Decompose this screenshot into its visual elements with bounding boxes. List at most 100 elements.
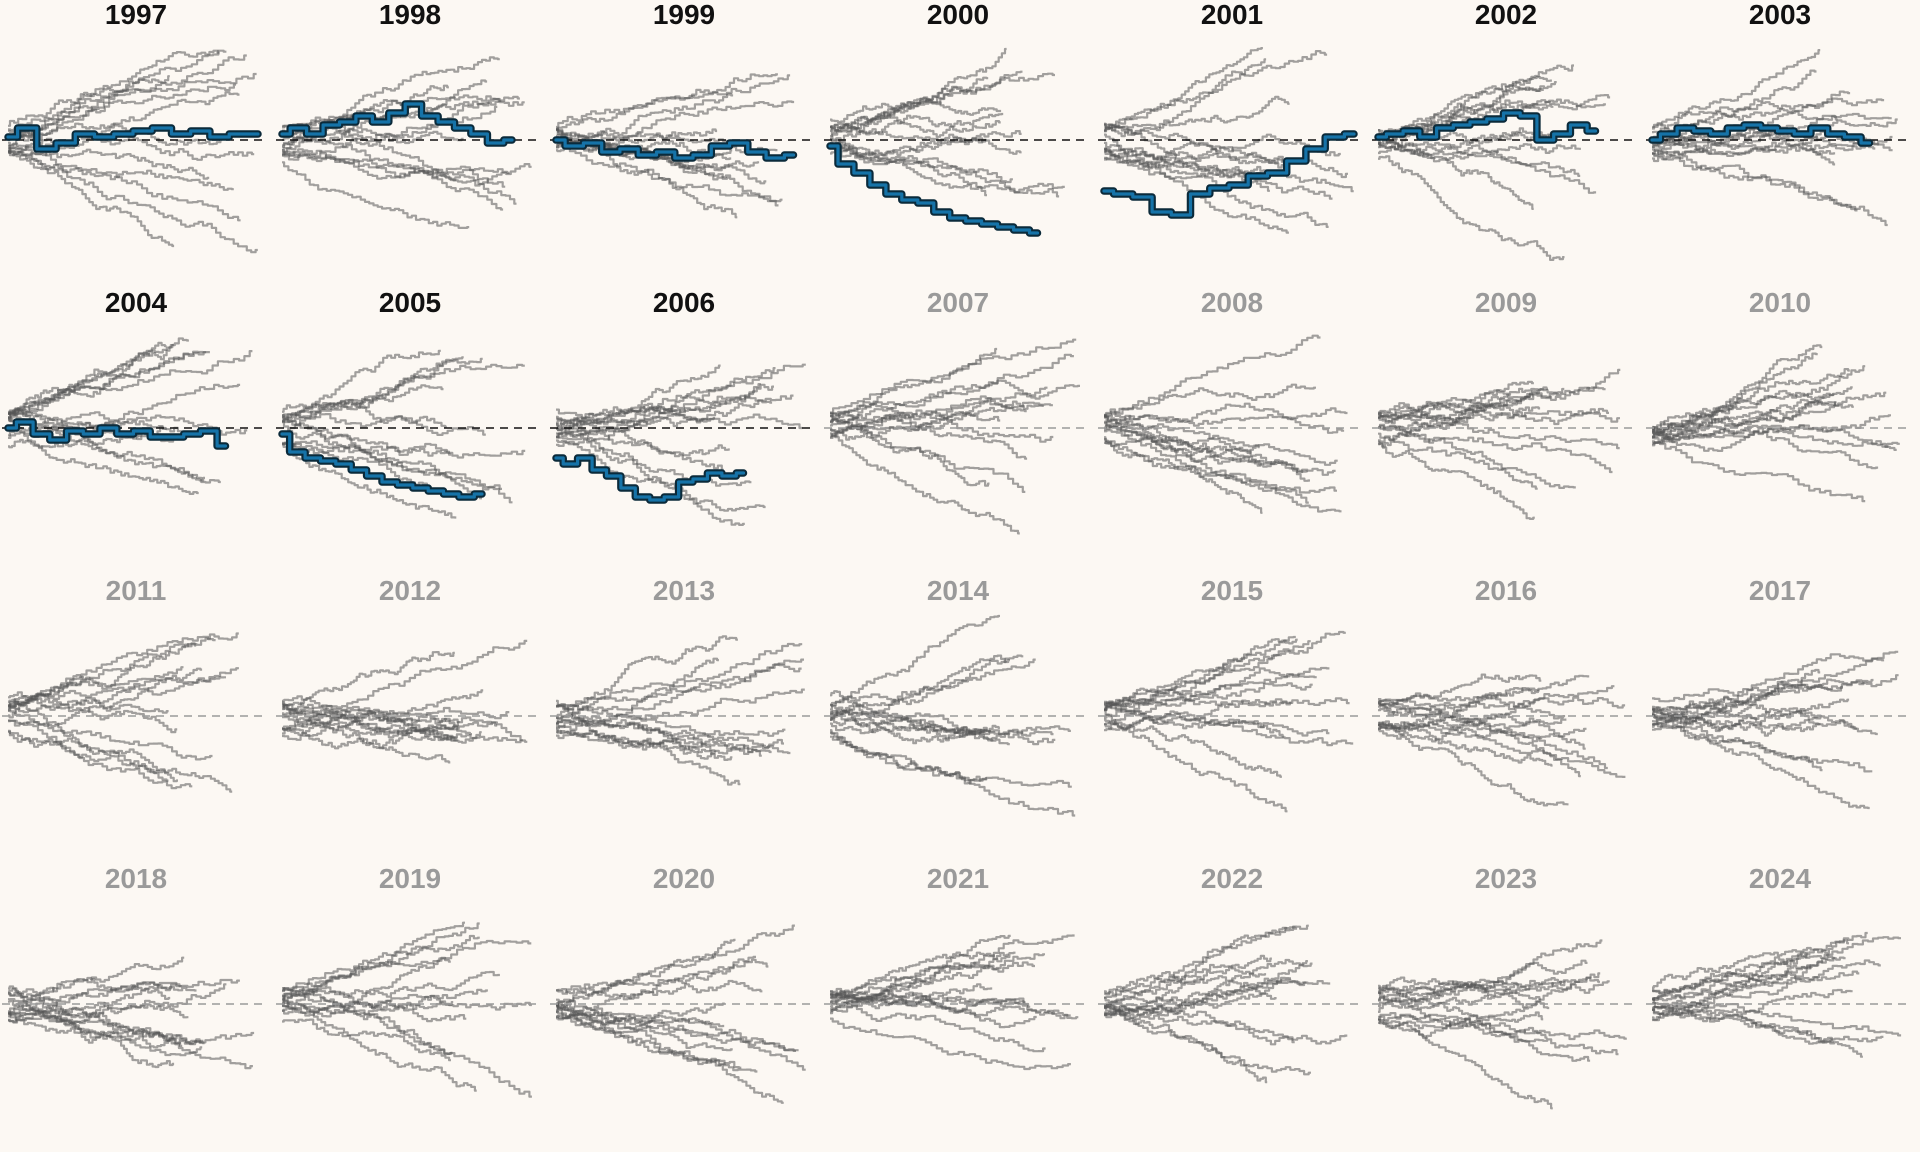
background-trajectory — [282, 413, 486, 436]
background-trajectory — [282, 363, 525, 435]
background-trajectory — [8, 147, 258, 254]
panel-title: 2008 — [1201, 287, 1263, 318]
panel-2014: 2014 — [824, 575, 1084, 817]
background-trajectory — [1104, 666, 1330, 707]
background-trajectory — [8, 150, 234, 191]
background-trajectory — [1652, 427, 1900, 448]
panel-title: 2001 — [1201, 0, 1263, 30]
background-trajectory — [1104, 640, 1311, 712]
panel-2002: 2002 — [1372, 0, 1632, 261]
background-trajectory — [1378, 386, 1548, 425]
background-trajectory — [830, 654, 1024, 706]
background-trajectory — [1652, 132, 1893, 163]
background-trajectory — [8, 1011, 204, 1044]
panel-title: 2023 — [1475, 863, 1537, 894]
background-trajectory — [1378, 432, 1576, 489]
background-trajectory — [556, 713, 784, 751]
background-trajectory — [830, 428, 990, 487]
background-trajectory — [556, 955, 756, 1006]
background-trajectory — [1652, 392, 1835, 433]
background-trajectory — [8, 719, 193, 790]
background-trajectory — [830, 729, 987, 785]
background-trajectory — [8, 730, 233, 793]
panel-title: 1997 — [105, 0, 167, 30]
background-trajectory — [1378, 687, 1540, 729]
background-trajectory — [1378, 407, 1609, 431]
panel-title: 2016 — [1475, 575, 1537, 606]
background-trajectory — [556, 635, 738, 719]
background-trajectory — [282, 148, 532, 185]
background-trajectory — [830, 953, 1045, 1015]
background-trajectory — [830, 716, 986, 745]
panel-title: 2021 — [927, 863, 989, 894]
background-trajectory — [1104, 958, 1313, 1010]
background-trajectory — [282, 970, 500, 1007]
background-trajectory — [1104, 696, 1350, 708]
background-trajectory — [1652, 653, 1885, 726]
background-trajectory — [282, 349, 441, 423]
background-trajectory — [1652, 386, 1853, 432]
panel-2001: 2001 — [1098, 0, 1358, 234]
background-trajectory — [830, 722, 1010, 746]
background-trajectory — [1104, 141, 1354, 193]
background-trajectory — [8, 632, 239, 712]
background-trajectory — [1104, 47, 1263, 129]
panel-title: 2017 — [1749, 575, 1811, 606]
background-trajectory — [1104, 124, 1341, 157]
background-trajectory — [282, 651, 455, 716]
background-trajectory — [282, 921, 465, 1008]
background-trajectory — [8, 411, 248, 436]
background-trajectory — [556, 1004, 796, 1052]
background-trajectory — [1378, 987, 1544, 1023]
panel-2012: 2012 — [276, 575, 536, 764]
background-trajectory — [556, 399, 773, 424]
background-trajectory — [1378, 380, 1534, 416]
panel-title: 2012 — [379, 575, 441, 606]
background-trajectory — [1104, 1012, 1348, 1045]
panel-title: 2015 — [1201, 575, 1263, 606]
background-trajectory — [1104, 440, 1337, 494]
background-trajectory — [1104, 334, 1321, 418]
highlight-series-line — [6, 126, 260, 151]
background-trajectory — [282, 695, 458, 742]
background-trajectory — [556, 924, 795, 995]
background-trajectory — [830, 138, 987, 197]
background-trajectory — [830, 338, 1077, 414]
panel-title: 2014 — [927, 575, 990, 606]
panel-2009: 2009 — [1372, 287, 1632, 520]
panel-title: 2022 — [1201, 863, 1263, 894]
background-trajectory — [1104, 147, 1270, 192]
panel-title: 2020 — [653, 863, 715, 894]
background-trajectory — [556, 1010, 758, 1073]
background-trajectory — [282, 939, 532, 1000]
background-trajectory — [830, 126, 1022, 146]
highlight-series-line — [280, 102, 514, 145]
background-trajectory — [282, 988, 488, 1015]
background-trajectory — [830, 658, 1036, 715]
background-trajectory — [1378, 155, 1565, 261]
background-trajectory — [1104, 924, 1309, 996]
background-trajectory — [1104, 436, 1263, 514]
background-trajectory — [556, 642, 803, 707]
background-trajectory — [8, 635, 216, 708]
background-trajectory — [282, 151, 506, 188]
background-trajectory — [830, 951, 1009, 998]
background-trajectory — [830, 143, 1065, 194]
background-trajectory — [830, 137, 1060, 198]
background-trajectory — [282, 357, 483, 418]
background-trajectory — [1104, 979, 1331, 1009]
background-trajectory — [282, 419, 452, 457]
background-trajectory — [556, 705, 786, 737]
background-trajectory — [1652, 441, 1866, 503]
background-trajectory — [830, 112, 1004, 136]
background-trajectory — [1378, 409, 1620, 423]
background-trajectory — [1652, 678, 1874, 728]
background-trajectory — [282, 440, 513, 504]
background-trajectory — [282, 79, 488, 151]
background-trajectory — [830, 1000, 1046, 1053]
background-trajectory — [8, 91, 240, 151]
background-trajectory — [282, 639, 528, 735]
panel-title: 2004 — [105, 287, 168, 318]
background-trajectory — [1378, 721, 1553, 767]
